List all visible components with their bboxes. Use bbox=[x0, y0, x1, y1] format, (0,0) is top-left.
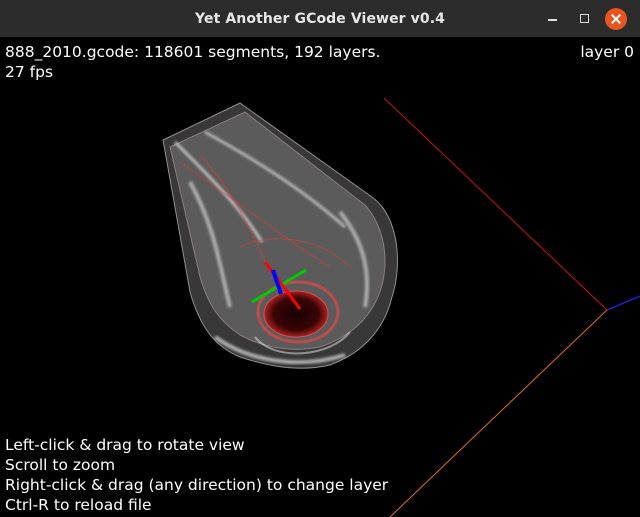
close-button[interactable] bbox=[600, 0, 632, 37]
help-line-rotate: Left-click & drag to rotate view bbox=[5, 436, 245, 454]
scene-canvas bbox=[162, 97, 640, 517]
maximize-icon bbox=[579, 14, 589, 23]
axis-gizmo bbox=[251, 261, 307, 310]
help-text: Left-click & drag to rotate view Scroll … bbox=[5, 435, 388, 515]
minimize-button[interactable] bbox=[536, 0, 568, 37]
fps-counter: 27 fps bbox=[5, 63, 54, 81]
build-edge-red bbox=[383, 97, 608, 311]
help-line-reload: Ctrl-R to reload file bbox=[5, 496, 152, 514]
minimize-icon bbox=[547, 18, 557, 21]
window-title: Yet Another GCode Viewer v0.4 bbox=[195, 10, 445, 27]
title-bar[interactable]: Yet Another GCode Viewer v0.4 bbox=[0, 0, 640, 37]
build-edge-blue bbox=[606, 295, 640, 311]
model-mesh bbox=[162, 102, 398, 369]
gcode-3d-viewport[interactable]: 888_2010.gcode: 118601 segments, 192 lay… bbox=[0, 37, 640, 517]
layer-indicator: layer 0 bbox=[580, 43, 634, 61]
build-edge-orange bbox=[389, 309, 608, 517]
axis-x bbox=[263, 261, 302, 310]
window-controls bbox=[536, 0, 632, 37]
close-icon bbox=[605, 7, 627, 30]
help-line-zoom: Scroll to zoom bbox=[5, 456, 116, 474]
maximize-button[interactable] bbox=[568, 0, 600, 37]
file-info-label: 888_2010.gcode: 118601 segments, 192 lay… bbox=[5, 43, 381, 61]
axis-z bbox=[271, 269, 283, 295]
help-line-layer: Right-click & drag (any direction) to ch… bbox=[5, 476, 389, 494]
